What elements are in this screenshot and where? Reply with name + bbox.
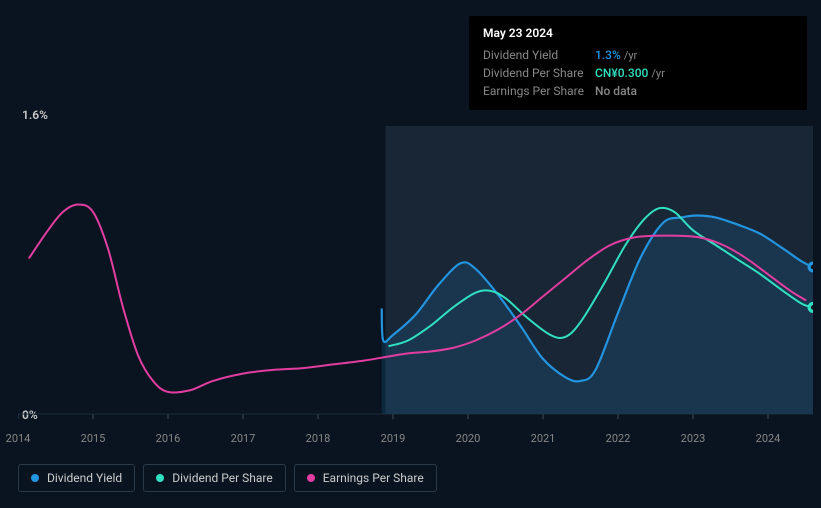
x-tick-label: 2023 — [681, 432, 706, 445]
tooltip-row-suffix: /yr — [651, 67, 664, 80]
tooltip-row: Earnings Per ShareNo data — [483, 82, 793, 100]
x-tick-label: 2017 — [231, 432, 256, 445]
tooltip-row-label: Earnings Per Share — [483, 84, 595, 98]
x-tick-label: 2016 — [156, 432, 181, 445]
tooltip-row-label: Dividend Per Share — [483, 66, 595, 80]
legend-item-earnings-per-share[interactable]: Earnings Per Share — [294, 464, 437, 492]
legend-label: Dividend Yield — [47, 471, 122, 485]
legend-label: Dividend Per Share — [172, 471, 273, 485]
tooltip-row-label: Dividend Yield — [483, 48, 595, 62]
tooltip-row-value: 1.3% — [595, 48, 621, 62]
legend-item-dividend-yield[interactable]: Dividend Yield — [18, 464, 135, 492]
tooltip-row-value: CN¥0.300 — [595, 66, 648, 80]
tooltip-row: Dividend Yield1.3%/yr — [483, 46, 793, 64]
tooltip-row-suffix: /yr — [624, 49, 637, 62]
legend-label: Earnings Per Share — [323, 471, 424, 485]
line-chart — [18, 116, 813, 424]
tooltip-row: Dividend Per ShareCN¥0.300/yr — [483, 64, 793, 82]
x-axis: 2014201520162017201820192020202120222023… — [18, 432, 813, 448]
legend-dot-icon — [307, 474, 315, 482]
x-tick-label: 2022 — [606, 432, 631, 445]
tooltip-date: May 23 2024 — [483, 26, 793, 40]
x-tick-label: 2020 — [456, 432, 481, 445]
legend-item-dividend-per-share[interactable]: Dividend Per Share — [143, 464, 286, 492]
tooltip-row-value: No data — [595, 84, 637, 98]
chart-legend: Dividend Yield Dividend Per Share Earnings… — [18, 464, 437, 492]
x-tick-label: 2015 — [81, 432, 106, 445]
x-tick-label: 2024 — [756, 432, 781, 445]
x-tick-label: 2018 — [306, 432, 331, 445]
chart-tooltip: May 23 2024 Dividend Yield1.3%/yrDividen… — [469, 16, 807, 110]
x-tick-label: 2014 — [6, 432, 31, 445]
x-tick-label: 2021 — [531, 432, 556, 445]
legend-dot-icon — [31, 474, 39, 482]
legend-dot-icon — [156, 474, 164, 482]
x-tick-label: 2019 — [381, 432, 406, 445]
